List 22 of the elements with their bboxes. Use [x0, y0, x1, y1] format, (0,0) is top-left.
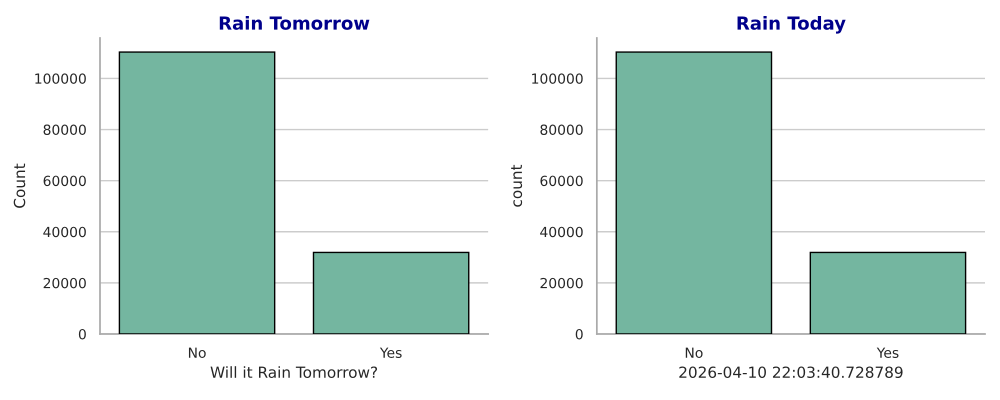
x-axis-title: 2026-04-10 22:03:40.728789	[679, 366, 903, 378]
chart-title: Rain Today	[738, 16, 846, 34]
y-tick-label: 60000	[44, 176, 86, 186]
y-tick-label: 60000	[540, 176, 583, 186]
y-tick-label: 100000	[35, 73, 86, 84]
y-axis-title: count	[511, 164, 522, 207]
x-tick-label: Yes	[380, 348, 402, 358]
y-tick-label: 80000	[540, 124, 583, 135]
y-tick-label: 80000	[44, 124, 86, 135]
x-tick-label: Yes	[876, 348, 898, 358]
chart-title: Rain Tomorrow	[220, 16, 370, 30]
y-tick-label: 40000	[540, 226, 583, 238]
y-tick-label: 20000	[44, 278, 86, 288]
y-tick-label: 0	[78, 328, 86, 340]
x-tick-label: No	[686, 348, 703, 358]
y-tick-label: 0	[576, 328, 583, 340]
x-axis-title: Will it Rain Tomorrow?	[210, 366, 378, 378]
y-tick-label: 40000	[43, 226, 86, 238]
y-axis-title: Count	[14, 164, 26, 208]
y-tick-label: 20000	[540, 278, 583, 288]
x-tick-label: No	[188, 348, 206, 358]
y-tick-label: 100000	[532, 73, 583, 84]
